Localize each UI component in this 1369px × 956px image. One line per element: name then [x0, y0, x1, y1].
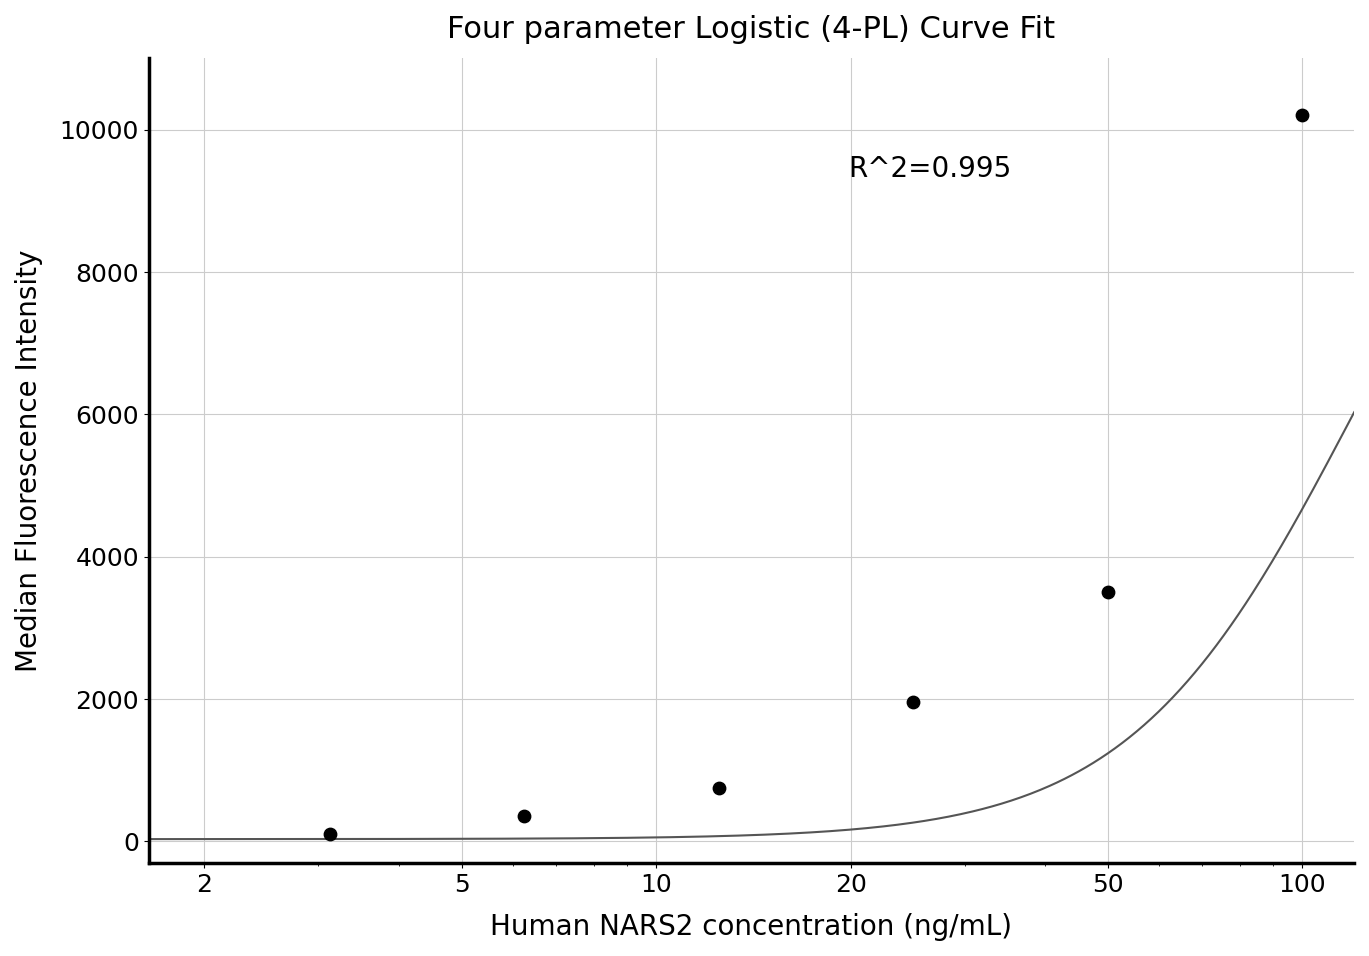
Point — [319, 827, 341, 842]
Point — [902, 695, 924, 710]
Y-axis label: Median Fluorescence Intensity: Median Fluorescence Intensity — [15, 250, 42, 672]
Point — [513, 809, 535, 824]
Point — [125, 830, 146, 845]
X-axis label: Human NARS2 concentration (ng/mL): Human NARS2 concentration (ng/mL) — [490, 913, 1012, 941]
Point — [1097, 585, 1118, 600]
Point — [1291, 108, 1313, 123]
Point — [708, 780, 730, 795]
Text: R^2=0.995: R^2=0.995 — [847, 155, 1012, 184]
Title: Four parameter Logistic (4-PL) Curve Fit: Four parameter Logistic (4-PL) Curve Fit — [448, 15, 1055, 44]
